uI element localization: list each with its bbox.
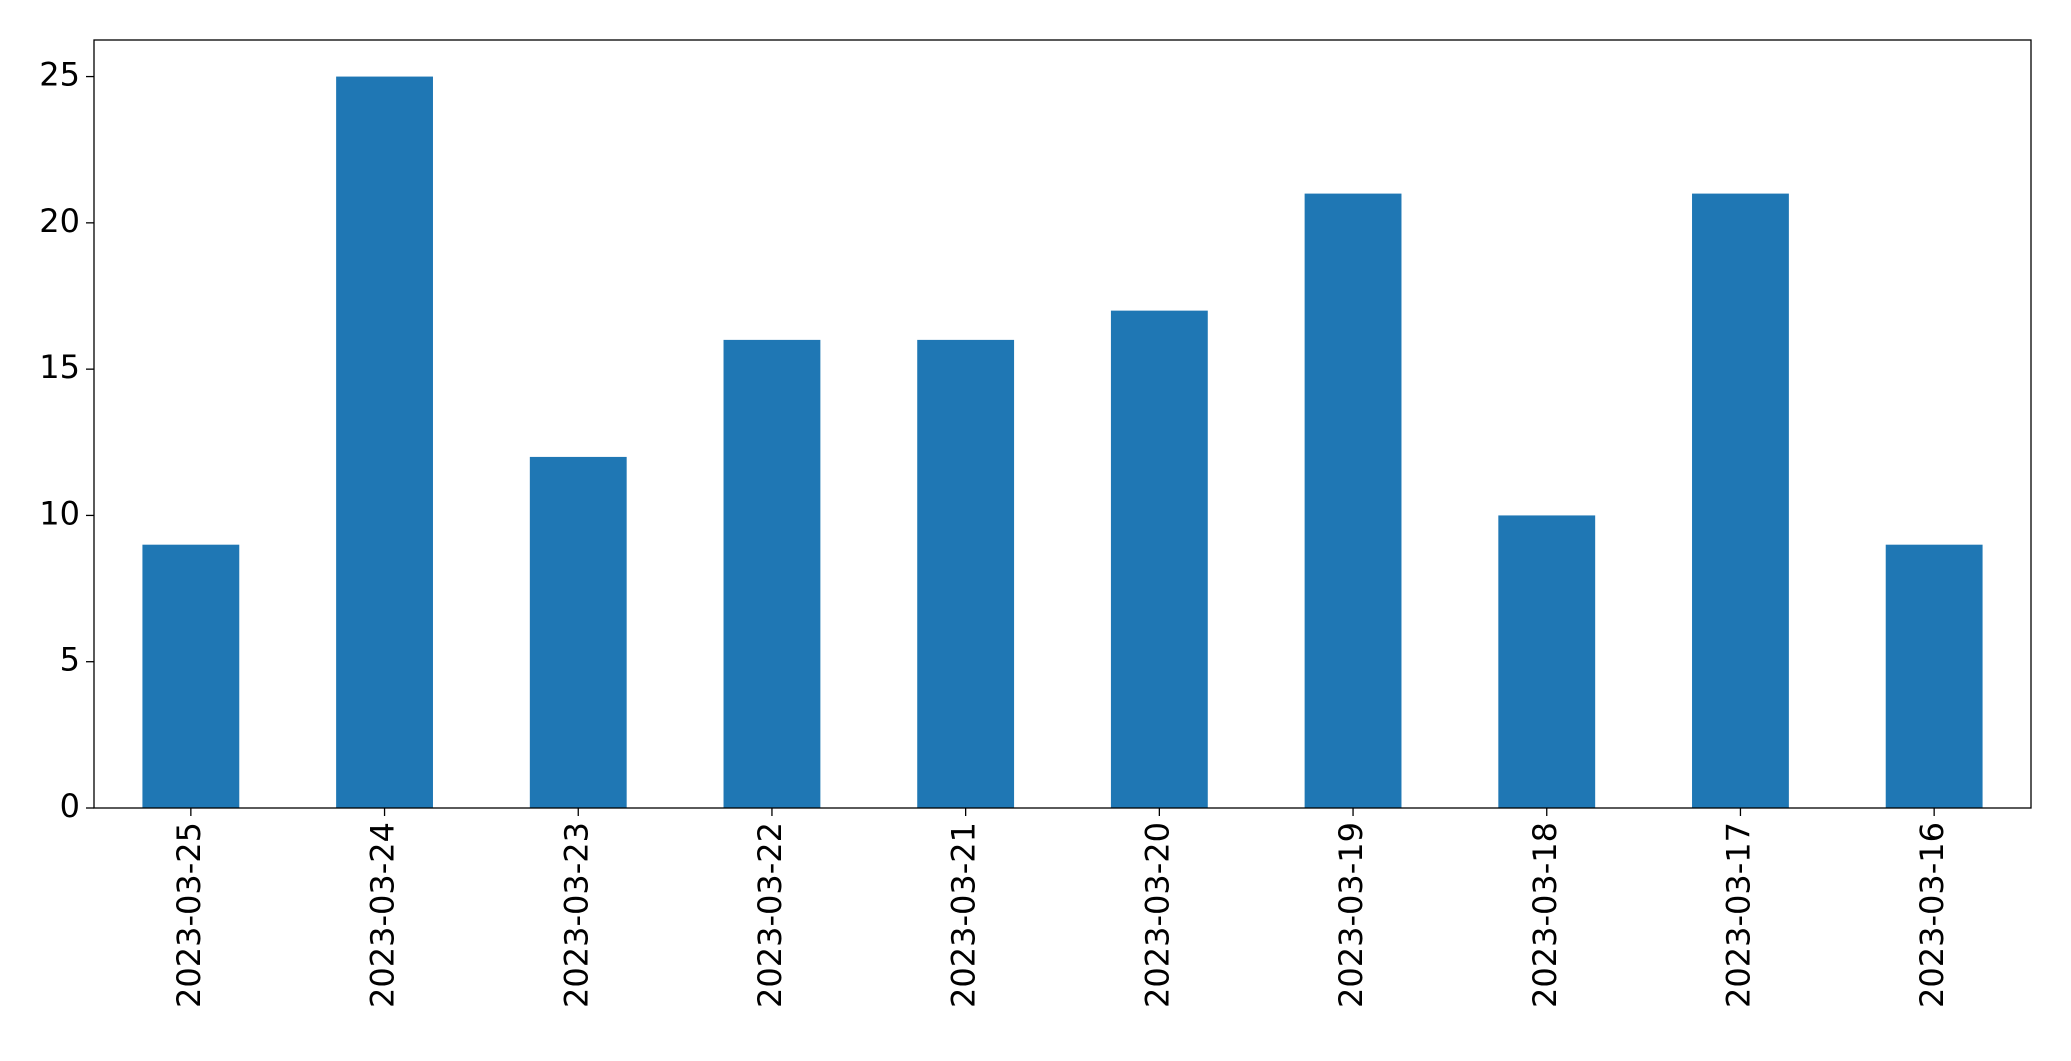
bar <box>142 544 240 808</box>
bar <box>917 339 1015 808</box>
bar <box>1304 193 1402 809</box>
bar <box>1498 515 1596 808</box>
bar <box>1692 193 1789 809</box>
x-tick-label: 2023-03-20 <box>1138 822 1176 1008</box>
x-tick-label: 2023-03-25 <box>170 822 208 1008</box>
y-tick-label: 25 <box>39 56 80 94</box>
y-tick-label: 10 <box>39 494 80 532</box>
y-tick-label: 0 <box>60 787 80 825</box>
bar <box>336 76 433 809</box>
y-tick-label: 20 <box>39 202 80 240</box>
x-tick-label: 2023-03-22 <box>751 822 789 1008</box>
x-tick-label: 2023-03-21 <box>945 822 983 1008</box>
y-tick-label: 15 <box>39 348 80 386</box>
bar <box>1110 310 1208 808</box>
x-tick-label: 2023-03-19 <box>1332 822 1370 1008</box>
x-tick-label: 2023-03-17 <box>1719 822 1757 1008</box>
plot-frame <box>93 39 2032 809</box>
x-tick-label: 2023-03-16 <box>1913 822 1951 1008</box>
bar <box>529 456 627 808</box>
bar <box>1885 544 1983 808</box>
bar <box>723 339 821 808</box>
x-tick-label: 2023-03-18 <box>1526 822 1564 1008</box>
x-tick-label: 2023-03-23 <box>557 822 595 1008</box>
y-tick-label: 5 <box>60 641 80 679</box>
x-tick-label: 2023-03-24 <box>364 822 402 1008</box>
